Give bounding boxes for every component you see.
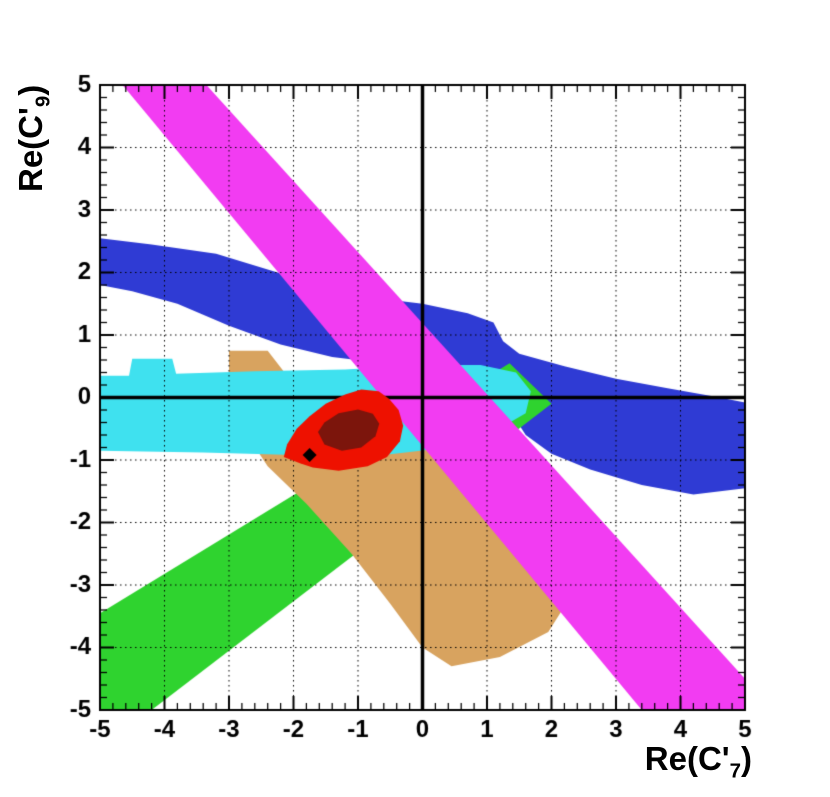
x-axis-title-pre: Re(C' [644, 740, 730, 777]
y-axis-title-pre: Re(C' [12, 107, 49, 192]
x-axis-title-post: ) [741, 740, 752, 777]
y-axis-title-post: ) [12, 84, 49, 96]
x-axis-title: Re(C'7) [645, 742, 752, 782]
y-axis-title-sub: 9 [31, 95, 55, 108]
x-axis-title-sub: 7 [729, 759, 741, 783]
y-axis-title: Re(C'9) [12, 84, 55, 192]
